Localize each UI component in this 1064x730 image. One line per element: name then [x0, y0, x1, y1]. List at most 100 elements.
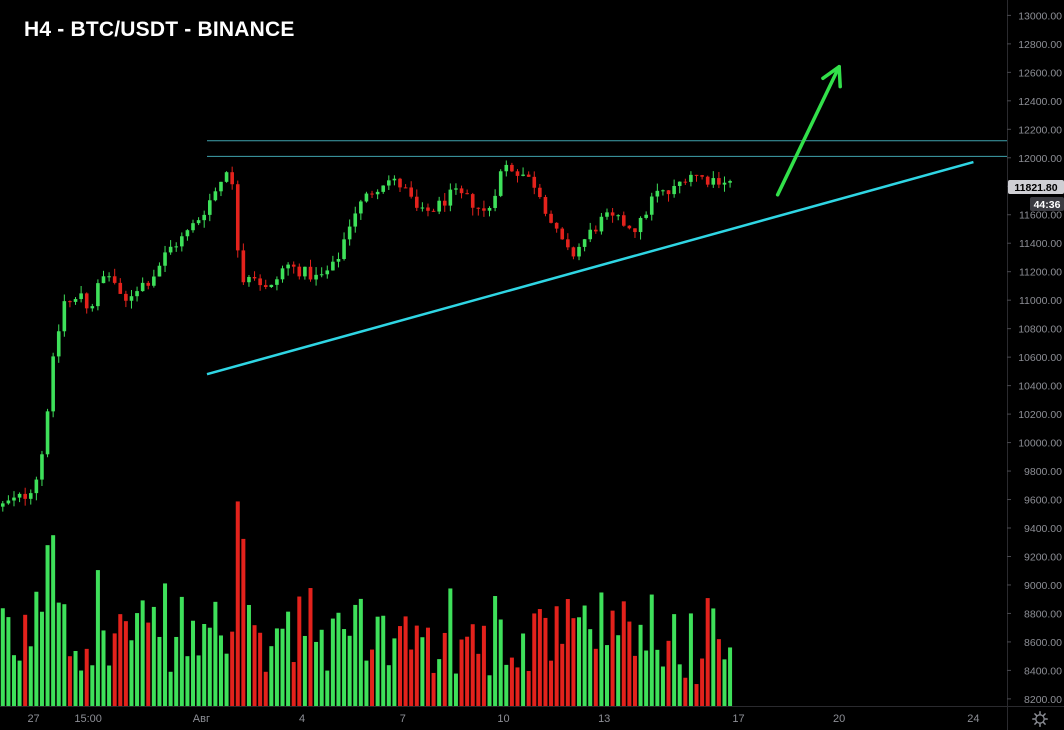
candle-body — [431, 210, 436, 212]
y-tick-label: 10000.00 — [1018, 438, 1062, 450]
volume-bar — [425, 627, 430, 706]
volume-bar — [297, 596, 302, 706]
candle-body — [420, 207, 425, 209]
volume-bar — [202, 624, 207, 706]
candle-body — [577, 246, 581, 257]
volume-bar — [196, 655, 201, 706]
volume-bar — [627, 621, 632, 706]
y-tick-label: 8800.00 — [1024, 608, 1062, 620]
volume-bar — [554, 606, 559, 706]
candle-body — [303, 266, 307, 277]
candle-body — [515, 171, 520, 176]
chart-title: H4 - BTC/USDT - BINANCE — [24, 18, 295, 41]
candle-body — [728, 181, 732, 183]
y-tick-label: 11000.00 — [1019, 295, 1062, 307]
candle-body — [359, 201, 363, 214]
volume-bar — [403, 616, 408, 706]
volume-bar — [386, 665, 391, 706]
candle-body — [224, 172, 229, 182]
volume-bar — [241, 538, 246, 706]
candle-body — [12, 497, 16, 501]
candle-body — [308, 266, 313, 280]
last-price-badge: 11821.80 — [1008, 180, 1064, 194]
candle-body — [23, 493, 27, 499]
volume-bar — [39, 611, 44, 706]
volume-bar — [17, 660, 22, 706]
x-tick-label: 17 — [732, 713, 744, 725]
drawings — [206, 64, 1007, 376]
candle-body — [241, 250, 246, 283]
volume-bar — [23, 614, 28, 706]
volume-bar — [375, 616, 380, 706]
last-price-value: 11821.80 — [1014, 182, 1057, 194]
volume-bars — [0, 501, 733, 706]
volume-bar — [101, 630, 106, 706]
y-tick-label: 10400.00 — [1018, 381, 1062, 393]
volume-bar — [325, 670, 330, 706]
countdown-value: 44:36 — [1034, 199, 1061, 211]
volume-bar — [493, 596, 498, 706]
y-tick-label: 10200.00 — [1018, 409, 1062, 421]
volume-bar — [79, 670, 84, 706]
volume-bar — [207, 627, 212, 706]
x-tick-label: 24 — [967, 713, 979, 725]
candle-body — [101, 276, 106, 284]
volume-bar — [442, 632, 447, 706]
candle-body — [34, 479, 39, 494]
volume-bar — [638, 624, 643, 706]
volume-bar — [392, 638, 397, 706]
volume-bar — [621, 601, 626, 706]
volume-bar — [135, 613, 140, 706]
candle-body — [129, 296, 134, 301]
candle-body — [661, 190, 665, 192]
y-tick-label: 9800.00 — [1024, 466, 1062, 478]
volume-bar — [168, 671, 173, 706]
volume-bar — [448, 588, 453, 706]
candle-body — [62, 301, 67, 332]
candle-body — [470, 194, 475, 208]
last-price-badge-bg — [1008, 180, 1064, 194]
volume-bar — [543, 617, 548, 706]
candle-body — [230, 172, 234, 185]
candle-body — [269, 284, 274, 287]
volume-bar — [28, 646, 33, 706]
candle-body — [700, 175, 704, 177]
candle-body — [571, 247, 576, 257]
volume-bar — [336, 612, 341, 706]
volume-bar — [34, 591, 39, 706]
y-tick-label: 9200.00 — [1024, 551, 1062, 563]
y-tick-label: 12000.00 — [1018, 153, 1062, 165]
candle-body — [409, 187, 413, 197]
candle-body — [655, 190, 660, 197]
volume-bar — [62, 604, 67, 706]
volume-bar — [705, 598, 710, 706]
volume-bar — [146, 622, 151, 706]
candle-body — [364, 193, 369, 202]
candle-body — [45, 411, 50, 455]
gear-icon[interactable] — [1032, 711, 1048, 727]
candle-body — [387, 180, 391, 186]
candle-body — [554, 222, 559, 229]
volume-bar — [649, 594, 654, 706]
candle-body — [666, 190, 671, 195]
volume-bar — [358, 598, 363, 706]
candle-body — [594, 229, 598, 232]
candle-body — [414, 196, 419, 208]
volume-bar — [537, 609, 542, 706]
candle-body — [683, 181, 688, 183]
candle-body — [526, 174, 531, 177]
candle-body — [448, 189, 453, 206]
volume-bar — [95, 570, 100, 706]
volume-bar — [632, 655, 637, 706]
x-axis-ticks[interactable]: 27 15:00 Авг 4 7 10 13 17 20 24 — [27, 713, 979, 725]
volume-bar — [470, 624, 475, 706]
candle-body — [275, 279, 279, 285]
candle-body — [96, 283, 100, 307]
volume-bar — [515, 667, 520, 706]
candle-body — [79, 293, 83, 300]
y-tick-label: 10800.00 — [1018, 324, 1062, 336]
y-axis-ticks[interactable]: 8200.00 8400.00 8600.00 8800.00 9000.00 9200.… — [1007, 10, 1062, 706]
y-tick-label: 8600.00 — [1024, 637, 1062, 649]
volume-bar — [644, 650, 649, 706]
